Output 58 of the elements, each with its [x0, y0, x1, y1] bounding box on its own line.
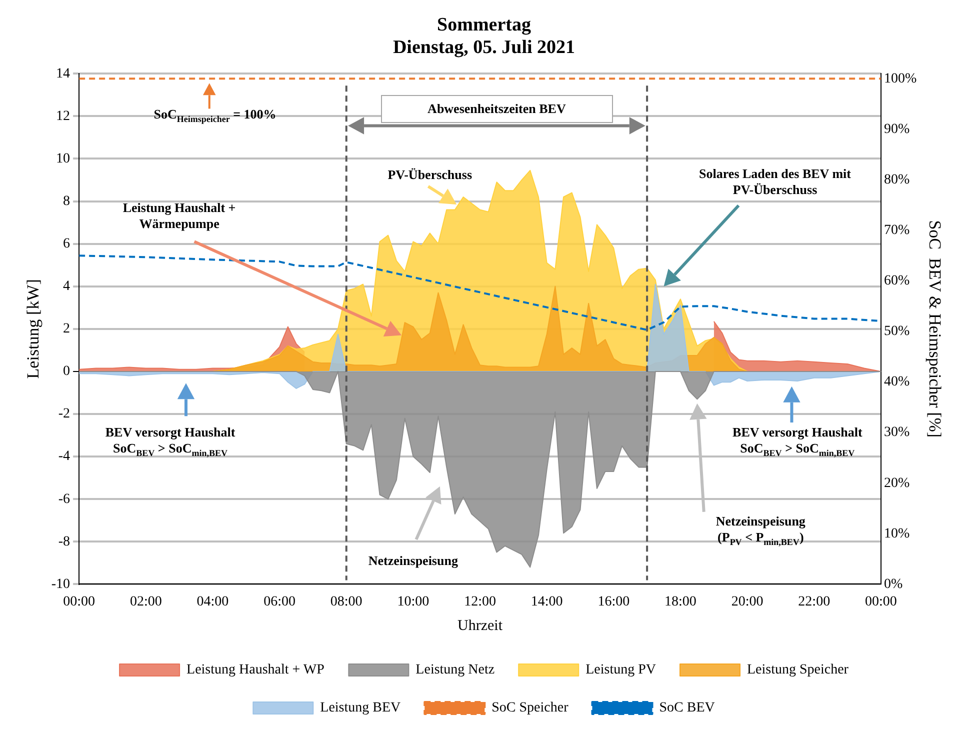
legend-label: Leistung PV [586, 662, 656, 678]
y2-tick-label: 70% [884, 222, 910, 238]
y-tick-label: 8 [63, 194, 70, 209]
y2-tick-label: 40% [884, 374, 910, 390]
annotation: Netzeinspeisung [368, 552, 458, 569]
x-axis-title: Uhrzeit [458, 618, 504, 634]
y-tick-label: 10 [56, 151, 70, 166]
annotation: Solares Laden des BEV mit PV-Überschuss [699, 166, 851, 198]
y2-tick-label: 60% [884, 274, 910, 289]
x-tick-label: 14:00 [530, 594, 563, 610]
x-tick-label: 12:00 [464, 594, 496, 610]
y-tick-label: -10 [51, 576, 70, 592]
y2-tick-label: 90% [884, 122, 910, 137]
legend-label: Leistung Speicher [746, 662, 849, 678]
y-tick-label: 14 [56, 66, 70, 82]
chart-subtitle: Dienstag, 05. Juli 2021 [392, 37, 576, 58]
y2-tick-label: 30% [884, 425, 910, 440]
y-tick-label: 0 [63, 364, 70, 380]
y-tick-label: 12 [56, 108, 70, 124]
y-tick-label: 2 [63, 322, 70, 337]
x-tick-label: 00:00 [864, 594, 897, 610]
annotation: PV-Überschuss [388, 166, 472, 183]
annotation: Abwesenheitszeiten BEV [428, 100, 566, 117]
y-tick-label: -8 [58, 534, 70, 550]
annotation: Leistung Haushalt + Wärmepumpe [122, 200, 236, 232]
x-tick-label: 02:00 [130, 594, 162, 610]
y-tick-label: 6 [63, 236, 70, 252]
x-tick-label: 20:00 [731, 594, 764, 610]
y2-tick-label: 10% [884, 526, 910, 542]
annotation: BEV versorgt Haushalt SoC$_{BEV}$ > SoC$_{min,BEV}$ [732, 424, 862, 460]
x-tick-label: 10:00 [397, 594, 430, 610]
y2-tick-label: 80% [884, 172, 910, 188]
annotation: Netzeinspeisung (P$_{PV}$ < P$_{min,BEV}$) [716, 513, 806, 549]
y2-tick-label: 100% [884, 71, 917, 86]
y2-tick-label: 50% [884, 324, 910, 340]
legend-label: Leistung Haushalt + WP [186, 662, 325, 678]
legend-label: SoC BEV [659, 700, 715, 716]
y-tick-label: -6 [58, 492, 70, 507]
y2-axis-title: SoC BEV & Heimspeicher [%] [925, 220, 944, 438]
x-tick-label: 16:00 [598, 594, 630, 610]
y-tick-label: -2 [58, 406, 70, 422]
legend-label: Leistung BEV [320, 700, 401, 716]
legend-label: SoC Speicher [492, 700, 569, 716]
y-tick-label: 4 [63, 279, 70, 294]
y2-tick-label: 20% [884, 476, 910, 491]
x-tick-label: 18:00 [664, 594, 696, 610]
y-axis-title: Leistung [kW] [24, 279, 43, 379]
annotation: BEV versorgt Haushalt SoC$_{BEV}$ > SoC$_{min,BEV}$ [105, 424, 236, 460]
x-tick-label: 04:00 [196, 594, 229, 610]
annotation: SoC$_{Heimspeicher}$ = 100% [154, 106, 276, 126]
chart-title: Sommertag [437, 14, 532, 36]
y-tick-label: -4 [58, 449, 70, 464]
x-tick-label: 22:00 [798, 594, 830, 610]
y2-tick-label: 0% [884, 576, 903, 592]
legend-label: Leistung Netz [416, 662, 495, 678]
x-tick-label: 00:00 [63, 594, 96, 610]
x-tick-label: 06:00 [264, 594, 296, 610]
x-tick-label: 08:00 [330, 594, 362, 610]
